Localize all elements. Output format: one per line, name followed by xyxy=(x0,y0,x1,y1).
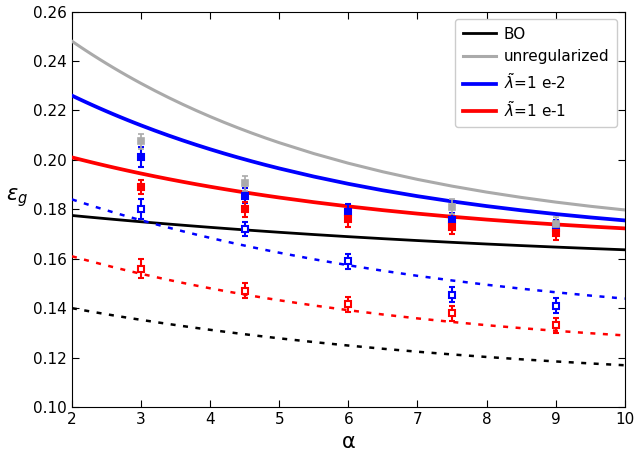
Y-axis label: $\varepsilon_g$: $\varepsilon_g$ xyxy=(6,186,28,209)
X-axis label: α: α xyxy=(342,432,355,453)
Legend: BO, unregularized, $\tilde{\lambda}$=1 e-2, $\tilde{\lambda}$=1 e-1: BO, unregularized, $\tilde{\lambda}$=1 e… xyxy=(455,19,617,127)
